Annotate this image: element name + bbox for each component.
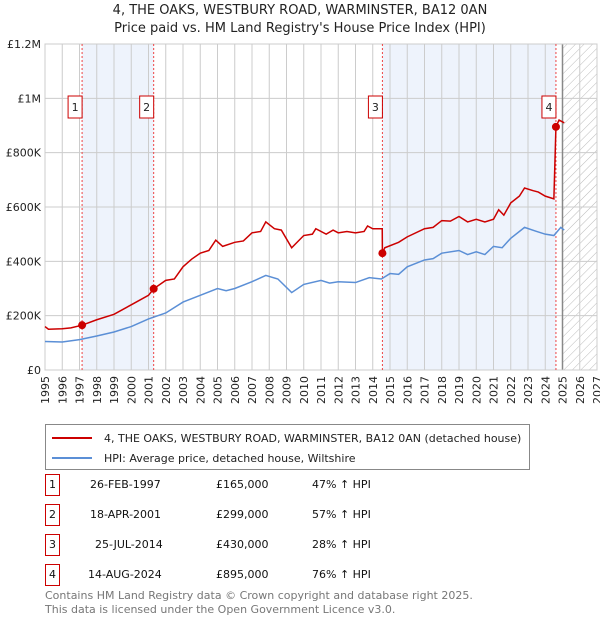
legend-hpi: HPI: Average price, detached house, Wilt… [104, 451, 356, 465]
sale-point [78, 321, 87, 330]
x-tick-label: 1999 [108, 376, 121, 404]
x-tick-label: 2008 [263, 376, 276, 404]
sale-row: 4 14-AUG-2024 £895,000 76% ↑ HPI [45, 564, 445, 586]
sale-price: £895,000 [216, 568, 269, 581]
sale-point [378, 249, 387, 258]
sale-badge: 1 [45, 474, 60, 496]
footer-line1: Contains HM Land Registry data © Crown c… [45, 589, 473, 602]
x-tick-label: 2016 [401, 376, 414, 404]
legend-red-line [52, 437, 92, 439]
x-tick-label: 2026 [574, 376, 587, 404]
sale-row: 2 18-APR-2001 £299,000 57% ↑ HPI [45, 504, 445, 526]
x-tick-label: 1998 [91, 376, 104, 404]
x-tick-label: 2024 [539, 376, 552, 404]
x-tick-label: 2018 [436, 376, 449, 404]
sale-date: 26-FEB-1997 [90, 478, 161, 491]
sale-hpi-diff: 57% ↑ HPI [312, 508, 371, 521]
y-tick-label: £1.2M [7, 38, 41, 51]
sale-date: 18-APR-2001 [90, 508, 162, 521]
sale-label-box [541, 95, 557, 119]
legend-property: 4, THE OAKS, WESTBURY ROAD, WARMINSTER, … [104, 431, 522, 445]
sale-label: 4 [545, 101, 552, 114]
chart-title: 4, THE OAKS, WESTBURY ROAD, WARMINSTER, … [112, 3, 488, 18]
x-tick-label: 2000 [125, 376, 138, 404]
footer-line2: This data is licensed under the Open Gov… [45, 603, 396, 616]
y-tick-label: £600K [6, 201, 42, 214]
y-tick-label: £0 [27, 364, 41, 377]
x-tick-label: 2025 [557, 376, 570, 404]
sale-price: £165,000 [216, 478, 269, 491]
sale-hpi-diff: 76% ↑ HPI [312, 568, 371, 581]
x-tick-label: 2023 [522, 376, 535, 404]
price-chart: 1995 1996 1997 1998 1999 2000 2001 2002 2003 2004… [6, 38, 600, 404]
sale-label: 3 [372, 101, 379, 114]
sale-point [551, 122, 560, 131]
sale-point [149, 284, 158, 293]
x-tick-label: 2007 [246, 376, 259, 404]
sale-price: £430,000 [216, 538, 269, 551]
x-tick-label: 1997 [74, 376, 87, 404]
sale-badge: 3 [45, 534, 60, 556]
x-tick-label: 2022 [505, 376, 518, 404]
sale-label-box [139, 95, 155, 119]
x-tick-label: 2001 [143, 376, 156, 404]
x-tick-label: 2002 [160, 376, 173, 404]
x-tick-label: 2012 [332, 376, 345, 404]
x-tick-label: 2011 [315, 376, 328, 404]
x-tick-label: 2004 [194, 376, 207, 404]
sale-badge: 4 [45, 564, 60, 586]
legend: 4, THE OAKS, WESTBURY ROAD, WARMINSTER, … [45, 424, 531, 470]
sale-date: 14-AUG-2024 [88, 568, 162, 581]
x-tick-label: 2020 [470, 376, 483, 404]
sale-price: £299,000 [216, 508, 269, 521]
plot-frame [44, 43, 598, 371]
y-tick-label: £1M [18, 92, 42, 105]
sale-row: 3 25-JUL-2014 £430,000 28% ↑ HPI [45, 534, 445, 556]
x-tick-label: 2021 [488, 376, 501, 404]
y-tick-label: £400K [6, 255, 42, 268]
x-tick-label: 2003 [177, 376, 190, 404]
x-tick-label: 2006 [229, 376, 242, 404]
sale-hpi-diff: 28% ↑ HPI [312, 538, 371, 551]
sale-date: 25-JUL-2014 [95, 538, 163, 551]
x-tick-label: 2027 [591, 376, 600, 404]
x-tick-label: 1996 [56, 376, 69, 404]
x-tick-label: 2005 [212, 376, 225, 404]
x-tick-label: 2014 [367, 376, 380, 404]
sale-hpi-diff: 47% ↑ HPI [312, 478, 371, 491]
footer: Contains HM Land Registry data © Crown c… [45, 589, 473, 617]
x-tick-label: 2009 [281, 376, 294, 404]
x-tick-label: 2019 [453, 376, 466, 404]
hpi-line [44, 226, 565, 343]
y-tick-label: £800K [6, 147, 42, 160]
x-tick-label: 2010 [298, 376, 311, 404]
x-tick-label: 2015 [384, 376, 397, 404]
chart-subtitle: Price paid vs. HM Land Registry's House … [114, 21, 486, 36]
sale-label-box [67, 95, 83, 119]
sale-label: 1 [72, 101, 79, 114]
x-tick-label: 1995 [39, 376, 52, 404]
sale-badge: 2 [45, 504, 60, 526]
price-paid-line [44, 119, 565, 331]
sale-label-box [367, 95, 383, 119]
y-tick-label: £200K [6, 310, 42, 323]
legend-blue-line [52, 457, 92, 459]
x-tick-label: 2017 [419, 376, 432, 404]
sale-row: 1 26-FEB-1997 £165,000 47% ↑ HPI [45, 474, 445, 496]
sale-label: 2 [143, 101, 150, 114]
x-tick-label: 2013 [350, 376, 363, 404]
